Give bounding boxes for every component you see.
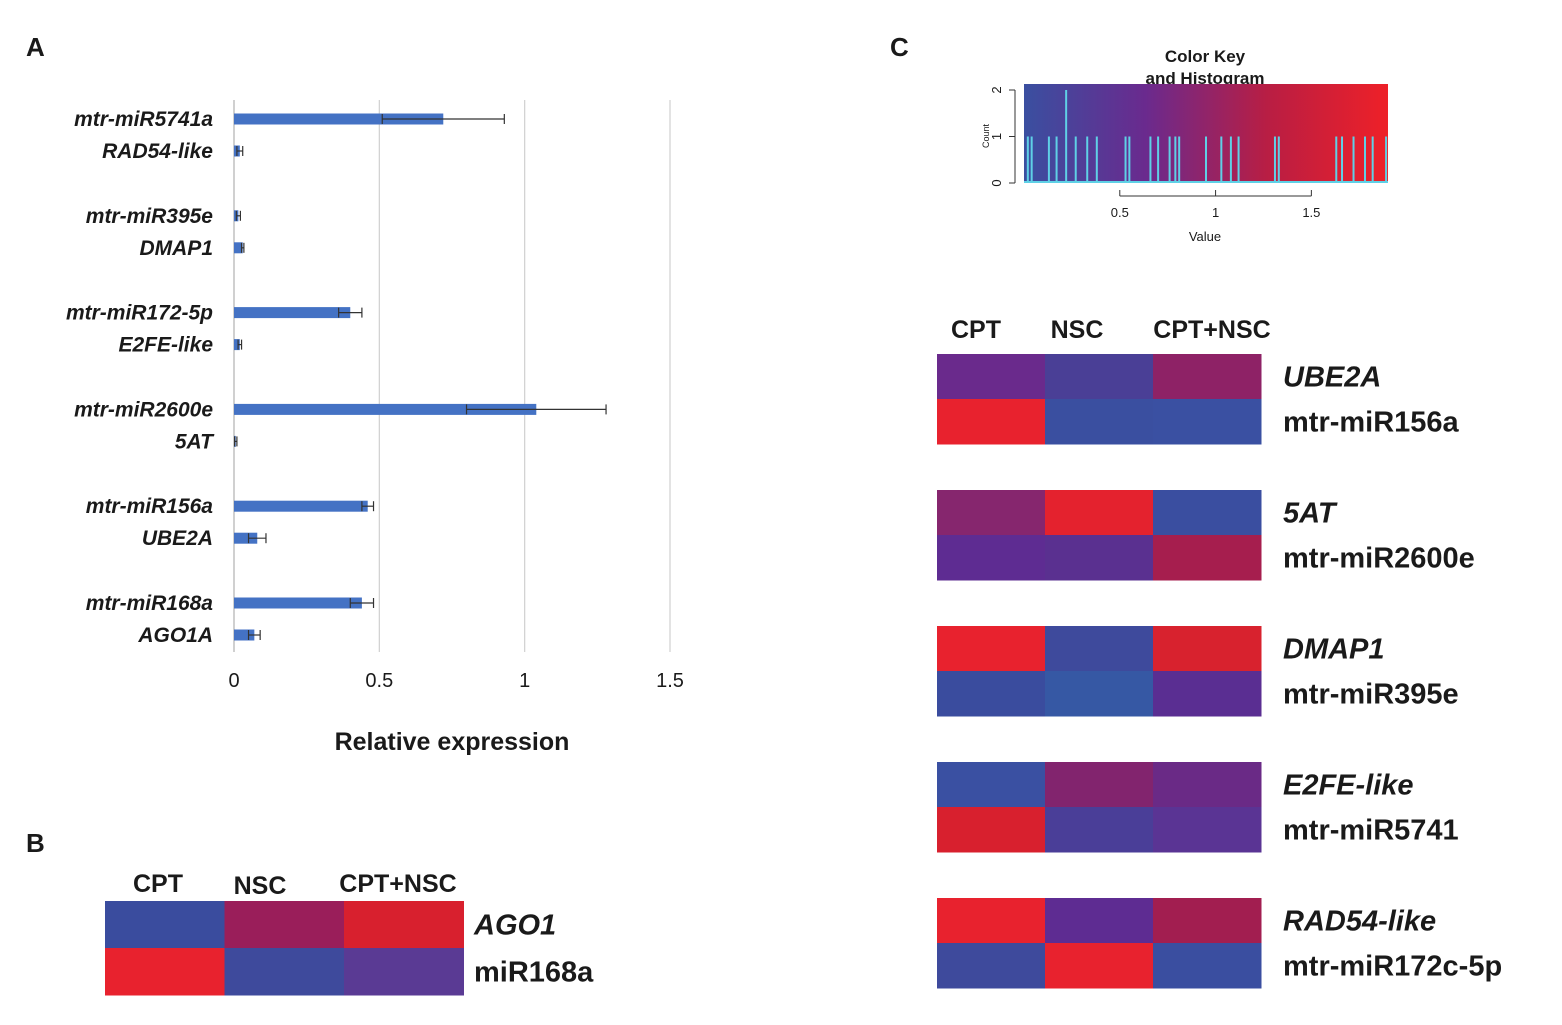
bar-label-mirna: mtr-miR395e <box>86 205 214 228</box>
heatmap-cell <box>1153 399 1262 445</box>
color-key-x-tick-label: 0.5 <box>1111 205 1129 220</box>
color-key-x-tick-label: 1.5 <box>1302 205 1320 220</box>
panel-letter-a: A <box>26 32 45 62</box>
heatmap-cell <box>937 807 1046 853</box>
heatmap-cell <box>1045 535 1154 581</box>
heatmap-cell <box>1045 807 1154 853</box>
color-key-x-tick-label: 1 <box>1212 205 1219 220</box>
heatmap-cell <box>1153 762 1262 808</box>
bar-label-gene: 5AT <box>175 430 215 453</box>
heatmap-cell <box>224 901 345 949</box>
color-key-title-line1: Color Key <box>1165 47 1246 66</box>
heatmap-cell <box>105 901 225 949</box>
bar-label-gene: UBE2A <box>142 527 213 550</box>
heatmap-cell <box>1153 807 1262 853</box>
bar-mirna <box>234 113 444 125</box>
bar-label-gene: RAD54-like <box>102 140 213 163</box>
heatmap-mirna-label: mtr-miR156a <box>1283 407 1460 439</box>
x-tick-label: 1.5 <box>656 670 684 692</box>
bar-mirna <box>234 403 537 415</box>
heatmap-cell <box>1153 626 1262 672</box>
heatmap-cell <box>937 535 1046 581</box>
bar-gene <box>234 339 240 351</box>
heatmap-cell <box>1153 671 1262 717</box>
heatmap-column-label: NSC <box>1051 316 1104 344</box>
bar-label-gene: E2FE-like <box>118 334 213 357</box>
heatmap-cell <box>937 898 1046 944</box>
color-key-y-tick-label: 0 <box>989 179 1004 186</box>
heatmap-cell <box>937 490 1046 536</box>
bar-gene <box>234 242 243 254</box>
bar-label-mirna: mtr-miR2600e <box>74 398 213 421</box>
heatmap-cell <box>1045 943 1154 989</box>
color-key: Color Key and Histogram 0 1 2 0.5 1 1.5 <box>989 47 1388 220</box>
heatmap-cell <box>1153 898 1262 944</box>
heatmap-mirna-label: mtr-miR395e <box>1283 679 1459 711</box>
heatmap-cell <box>937 943 1046 989</box>
heatmap-b: CPT NSC CPT+NSC AGO1 miR168a <box>105 870 594 996</box>
heatmap-cell <box>1045 898 1154 944</box>
x-tick-label: 1 <box>519 670 530 692</box>
bar-chart: 0 0.5 1 1.5 mtr-miR5741a RAD54-like mtr-miR395… <box>66 100 684 692</box>
heatmap-mirna-label: mtr-miR5741 <box>1283 815 1459 847</box>
panel-letter-b: B <box>26 828 45 858</box>
heatmap-cell <box>1045 626 1154 672</box>
heatmap-cell <box>224 948 345 996</box>
heatmap-gene-label: AGO1 <box>473 910 556 942</box>
color-key-y-title: Count <box>981 124 991 149</box>
heatmap-gene-label: 5AT <box>1283 498 1338 530</box>
bar-label-gene: DMAP1 <box>139 237 213 260</box>
heatmap-gene-label: E2FE-like <box>1283 770 1414 802</box>
heatmap-cell <box>937 626 1046 672</box>
heatmap-cell <box>1153 943 1262 989</box>
heatmap-mirna-label: mtr-miR172c-5p <box>1283 951 1502 983</box>
heatmap-cell <box>937 399 1046 445</box>
heatmap-c: CPT NSC CPT+NSC UBE2A mtr-miR156a 5AT mtr-miR2… <box>937 316 1502 989</box>
heatmap-cell <box>344 948 464 996</box>
heatmap-column-label: CPT <box>133 870 183 898</box>
bar-label-mirna: mtr-miR156a <box>86 495 214 518</box>
color-key-y-tick-label: 1 <box>989 133 1004 140</box>
heatmap-cell <box>1153 535 1262 581</box>
heatmap-cell <box>1153 354 1262 400</box>
heatmap-gene-label: RAD54-like <box>1283 906 1436 938</box>
heatmap-cell <box>1045 399 1154 445</box>
heatmap-column-label: CPT+NSC <box>1153 316 1270 344</box>
heatmap-cell <box>344 901 464 949</box>
bar-gene <box>234 629 255 641</box>
heatmap-column-label: NSC <box>234 872 287 900</box>
heatmap-cell <box>937 354 1046 400</box>
x-axis-title: Relative expression <box>335 728 570 756</box>
bar-mirna <box>234 500 368 512</box>
heatmap-column-label: CPT+NSC <box>339 870 456 898</box>
heatmap-mirna-label: mtr-miR2600e <box>1283 543 1475 575</box>
heatmap-cell <box>1045 671 1154 717</box>
heatmap-gene-label: UBE2A <box>1283 362 1381 394</box>
x-tick-label: 0.5 <box>365 670 393 692</box>
heatmap-cell <box>1045 490 1154 536</box>
heatmap-cell <box>937 671 1046 717</box>
color-key-y-tick-label: 2 <box>989 86 1004 93</box>
bar-gene <box>234 532 258 544</box>
heatmap-cell <box>1045 762 1154 808</box>
heatmap-column-label: CPT <box>951 316 1001 344</box>
heatmap-cell <box>105 948 225 996</box>
heatmap-cell <box>1045 354 1154 400</box>
heatmap-cell <box>1153 490 1262 536</box>
x-tick-label: 0 <box>228 670 239 692</box>
bar-label-mirna: mtr-miR168a <box>86 592 214 615</box>
heatmap-cell <box>937 762 1046 808</box>
bar-label-gene: AGO1A <box>137 624 213 647</box>
bar-label-mirna: mtr-miR5741a <box>74 108 213 131</box>
heatmap-mirna-label: miR168a <box>474 957 594 989</box>
bar-mirna <box>234 307 351 319</box>
panel-letter-c: C <box>890 32 909 62</box>
color-key-title-line2: and Histogram <box>1145 69 1264 88</box>
heatmap-gene-label: DMAP1 <box>1283 634 1385 666</box>
bar-mirna <box>234 597 362 609</box>
color-key-x-title: Value <box>1189 229 1221 244</box>
bar-label-mirna: mtr-miR172-5p <box>66 302 213 325</box>
